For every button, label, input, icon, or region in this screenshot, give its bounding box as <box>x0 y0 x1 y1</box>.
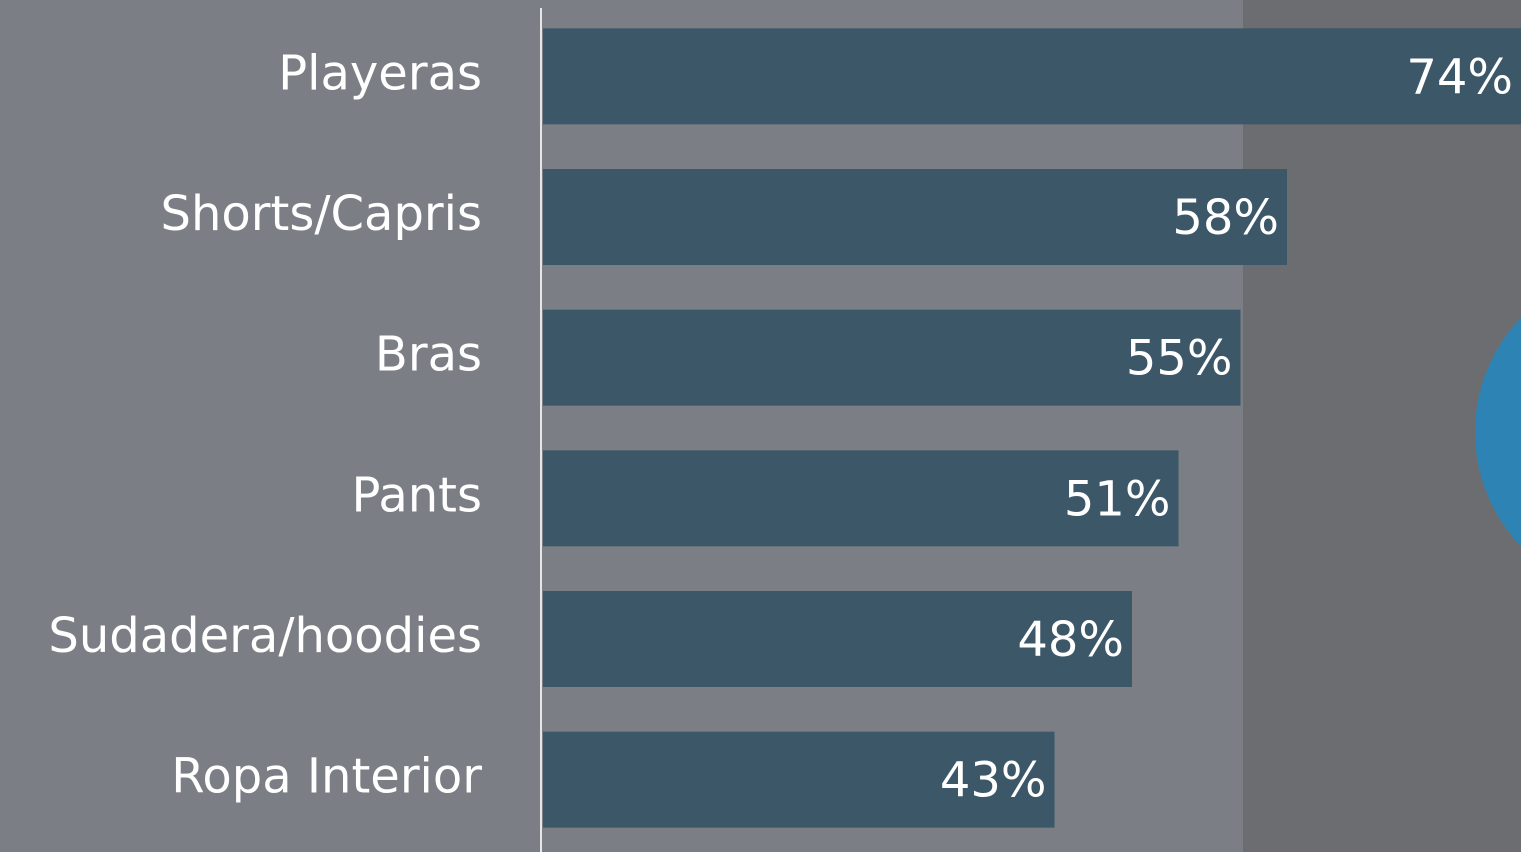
value-label: 43% <box>940 753 1047 809</box>
category-label: Bras <box>375 327 482 383</box>
value-label: 55% <box>1126 331 1233 387</box>
photo-backdrop <box>1243 0 1521 852</box>
value-label: 74% <box>1406 49 1513 105</box>
category-label: Ropa Interior <box>171 749 482 805</box>
category-label: Pants <box>352 467 482 523</box>
bar <box>543 731 1055 828</box>
category-label: Sudadera/hoodies <box>48 608 482 664</box>
bar <box>543 309 1241 406</box>
bar <box>543 169 1287 265</box>
bar <box>543 591 1132 687</box>
value-label: 51% <box>1064 471 1171 527</box>
value-label: 58% <box>1172 190 1279 246</box>
bar <box>543 28 1521 125</box>
decor-circle <box>1475 317 1521 547</box>
bar <box>543 450 1179 547</box>
value-label: 48% <box>1017 612 1124 668</box>
category-label: Playeras <box>278 45 482 101</box>
category-label: Shorts/Capris <box>161 186 482 242</box>
